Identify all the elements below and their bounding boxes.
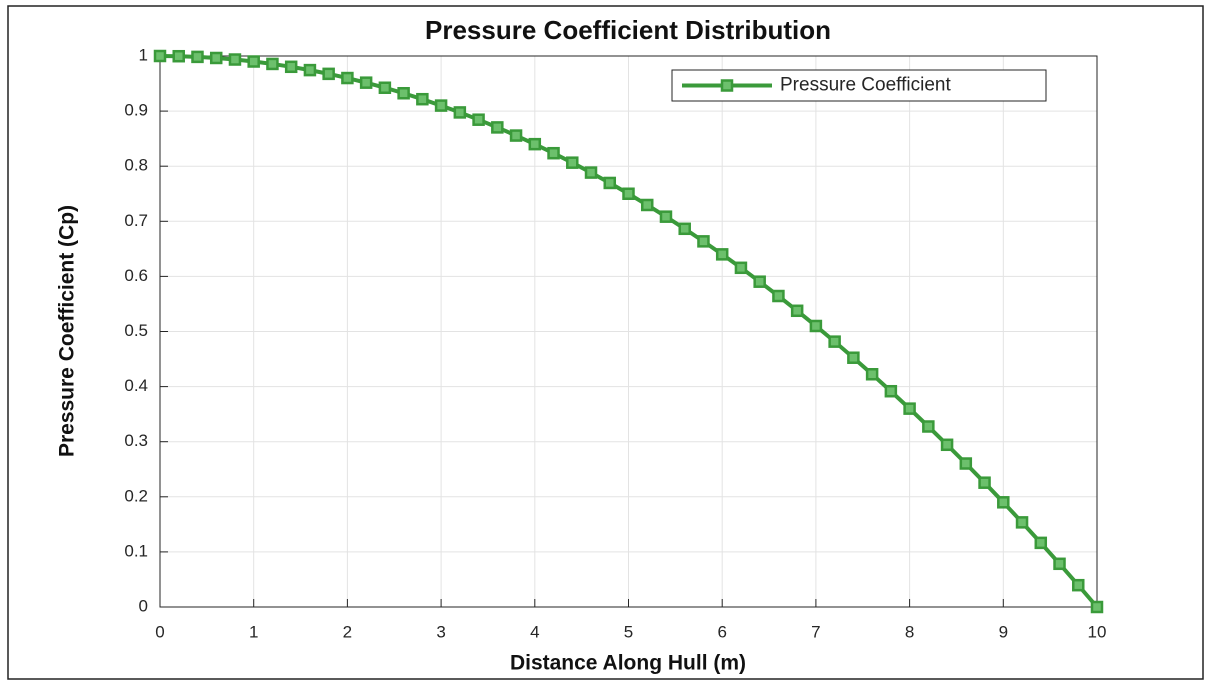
y-tick-label: 0.3: [124, 431, 148, 450]
x-tick-label: 8: [905, 622, 914, 641]
x-tick-label: 2: [343, 622, 352, 641]
y-tick-label: 0.6: [124, 266, 148, 285]
data-point: [472, 113, 485, 126]
data-point: [734, 261, 748, 275]
data-point: [566, 156, 579, 169]
data-point: [266, 57, 279, 71]
y-tick-label: 0.9: [124, 101, 148, 120]
data-point: [303, 63, 317, 77]
x-tick-label: 9: [999, 622, 1008, 641]
y-tick-label: 0.1: [124, 541, 148, 560]
y-tick-label: 0.4: [124, 376, 148, 395]
data-point: [322, 67, 335, 81]
data-point: [228, 53, 242, 66]
frame: [7, 5, 1204, 680]
data-point: [1015, 516, 1029, 529]
data-point: [697, 235, 710, 248]
data-point: [453, 106, 467, 119]
x-tick-label: 3: [436, 622, 445, 641]
data-point: [603, 176, 617, 190]
y-tick-label: 0.8: [124, 156, 148, 175]
data-point: [434, 99, 448, 112]
x-tick-label: 10: [1088, 622, 1107, 641]
data-point: [359, 76, 373, 89]
data-point: [209, 51, 223, 65]
y-tick-label: 0.7: [124, 211, 148, 230]
data-point: [640, 198, 654, 212]
y-tick-label: 1: [139, 45, 148, 64]
data-point: [772, 289, 785, 303]
y-tick-label: 0.2: [124, 486, 148, 505]
data-point: [978, 476, 991, 489]
data-point: [809, 319, 823, 333]
data-point: [753, 275, 766, 288]
data-point: [922, 420, 935, 433]
data-point: [828, 335, 841, 348]
data-point: [172, 49, 185, 63]
data-point: [940, 438, 954, 452]
data-point: [1034, 536, 1048, 550]
data-point: [715, 248, 729, 261]
x-tick-label: 6: [717, 622, 726, 641]
data-point: [341, 71, 354, 85]
data-point: [1072, 578, 1085, 592]
data-point: [247, 55, 260, 68]
x-tick-label: 5: [624, 622, 633, 641]
data-point: [1053, 557, 1066, 571]
legend-marker: [720, 79, 734, 92]
x-tick-label: 7: [811, 622, 820, 641]
legend-label: Pressure Coefficient: [780, 75, 951, 96]
data-point: [509, 129, 523, 142]
chart-title: Pressure Coefficient Distribution: [425, 15, 831, 45]
data-point: [547, 146, 560, 160]
y-tick-label: 0.5: [124, 321, 148, 340]
data-point: [491, 121, 504, 134]
x-axis-label: Distance Along Hull (m): [510, 652, 746, 675]
data-point: [790, 304, 804, 318]
data-point: [528, 137, 542, 151]
data-point: [1090, 600, 1104, 614]
y-tick-label: 0: [139, 596, 148, 615]
plot-box: [159, 55, 1098, 608]
data-point: [153, 49, 167, 63]
data-point: [678, 222, 691, 236]
data-point: [959, 457, 973, 470]
data-point: [997, 496, 1010, 509]
x-tick-label: 0: [155, 622, 164, 641]
data-point: [284, 60, 298, 74]
data-point: [397, 86, 410, 100]
data-point: [191, 50, 204, 64]
data-point: [865, 368, 879, 381]
data-point: [416, 92, 429, 106]
y-axis-label: Pressure Coefficient (Cp): [56, 205, 79, 457]
data-point: [847, 351, 860, 364]
x-tick-label: 1: [249, 622, 258, 641]
data-point: [884, 384, 898, 398]
data-point: [903, 402, 916, 415]
data-point: [659, 210, 673, 223]
data-point: [584, 166, 598, 179]
data-point: [622, 187, 635, 200]
data-point: [378, 81, 392, 94]
x-tick-label: 4: [530, 622, 539, 641]
